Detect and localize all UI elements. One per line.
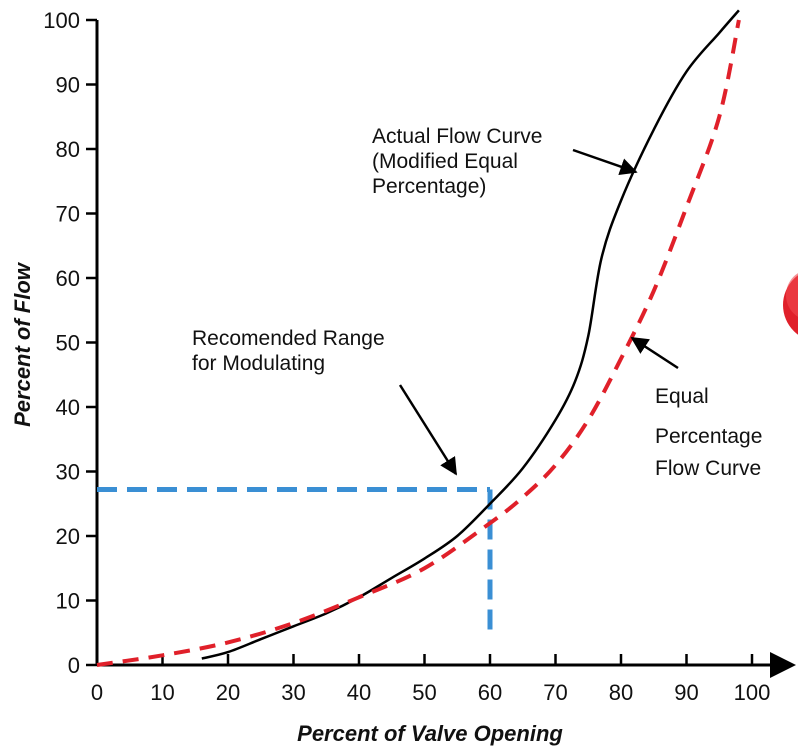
y-tick-label: 70 — [56, 202, 80, 227]
actual-flow-curve — [201, 9, 740, 660]
annotation-arrow — [630, 336, 679, 370]
y-tick-label: 80 — [56, 137, 80, 162]
y-tick-label: 0 — [68, 653, 80, 678]
x-tick-label: 70 — [543, 680, 567, 705]
annotation-line: Percentage) — [372, 175, 486, 198]
x-tick-label: 100 — [734, 680, 771, 705]
series-layer — [96, 9, 741, 667]
y-tick-label: 40 — [56, 395, 80, 420]
annotation-line: Percentage — [655, 425, 762, 448]
x-tick-label: 50 — [412, 680, 436, 705]
annotation-arrow — [398, 384, 458, 476]
red-circle-graphic — [783, 273, 798, 335]
x-axis-ticks: 0 10 20 30 40 50 60 70 80 90 100 — [91, 654, 770, 705]
x-axis-arrow — [770, 652, 796, 678]
equal-percentage-curve — [96, 19, 741, 667]
x-tick-label: 90 — [674, 680, 698, 705]
recommended-range-lines — [97, 487, 493, 633]
y-tick-label: 60 — [56, 266, 80, 291]
x-tick-label: 60 — [478, 680, 502, 705]
y-axis-title: Percent of Flow — [10, 261, 35, 427]
y-tick-label: 50 — [56, 331, 80, 356]
annotation-equal-percentage: Equal Percentage Flow Curve — [630, 336, 762, 480]
x-tick-label: 20 — [216, 680, 240, 705]
annotation-line: for Modulating — [192, 352, 325, 375]
x-tick-label: 30 — [281, 680, 305, 705]
x-axis-title: Percent of Valve Opening — [297, 721, 563, 746]
y-tick-label: 100 — [43, 8, 80, 33]
annotation-line: (Modified Equal — [372, 150, 518, 173]
annotation-actual-flow: Actual Flow Curve (Modified Equal Percen… — [372, 125, 638, 198]
red-circle-highlight — [786, 273, 798, 317]
annotation-recommended-range: Recomended Range for Modulating — [192, 327, 458, 476]
y-tick-label: 90 — [56, 73, 80, 98]
annotation-line: Recomended Range — [192, 327, 385, 350]
x-tick-label: 10 — [150, 680, 174, 705]
x-tick-label: 80 — [609, 680, 633, 705]
y-axis-ticks: 0 10 20 30 40 50 60 70 80 90 100 — [43, 8, 97, 678]
annotation-line: Actual Flow Curve — [372, 125, 542, 148]
annotation-line: Equal — [655, 385, 709, 408]
y-tick-label: 30 — [56, 460, 80, 485]
annotation-line: Flow Curve — [655, 457, 761, 480]
annotation-arrow — [572, 148, 638, 176]
y-tick-label: 10 — [56, 589, 80, 614]
x-tick-label: 40 — [347, 680, 371, 705]
x-tick-label: 0 — [91, 680, 103, 705]
y-tick-label: 20 — [56, 524, 80, 549]
